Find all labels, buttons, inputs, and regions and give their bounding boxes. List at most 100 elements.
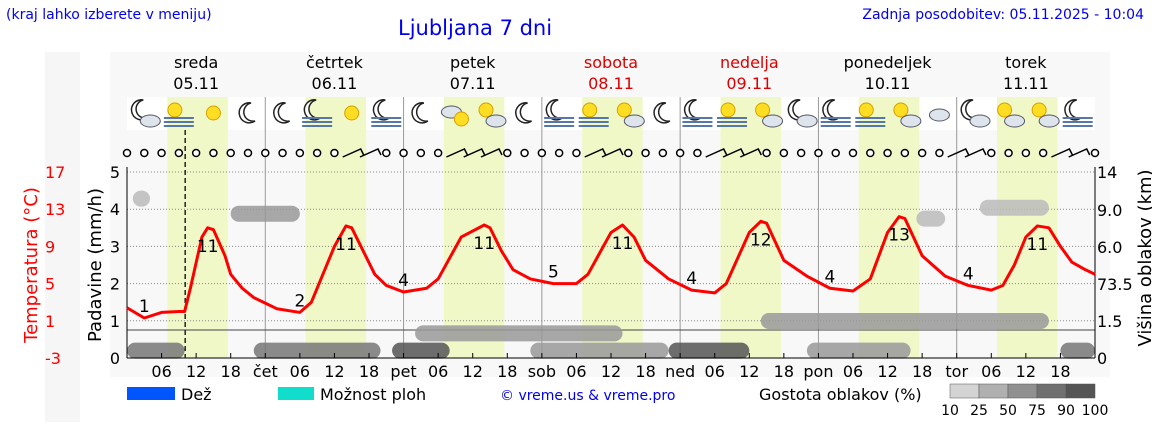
last-updated: Zadnja posodobitev: 05.11.2025 - 10:04 [862, 7, 1144, 23]
legend-showers: Možnost ploh [320, 385, 427, 404]
sun-icon [997, 102, 1013, 118]
cloud-patch [806, 342, 911, 359]
day-name: nedelja [720, 53, 779, 72]
cloud-patch [668, 342, 750, 359]
calm-wind-icon [209, 148, 218, 158]
precip-tick: 3 [110, 237, 120, 256]
wind-barb-icon [342, 148, 365, 158]
cloud-height-tick: 14 [1097, 163, 1117, 182]
wind-barb-icon [359, 148, 382, 158]
x-tick-label: 06 [151, 362, 171, 381]
calm-wind-icon [831, 148, 840, 158]
min-temp-label: 1 [139, 297, 150, 317]
min-temp-label: 4 [825, 267, 836, 287]
calm-wind-icon [572, 148, 581, 158]
location-hint[interactable]: (kraj lahko izberete v meniju) [6, 7, 212, 23]
x-tick-label: 12 [877, 362, 897, 381]
x-tick-label: 12 [463, 362, 483, 381]
day-date: 05.11 [173, 74, 219, 93]
moon-icon [515, 102, 533, 124]
sun-icon [858, 102, 874, 118]
x-tick-label: pet [390, 362, 416, 381]
cloud-icon [139, 114, 161, 128]
calm-wind-icon [779, 148, 789, 158]
x-tick-label: 12 [186, 362, 206, 381]
calm-wind-icon [624, 148, 633, 158]
x-tick-label: 06 [290, 362, 310, 381]
calm-wind-icon [1004, 148, 1013, 158]
wind-barb-icon [964, 148, 987, 158]
calm-wind-icon [433, 148, 443, 158]
calm-wind-icon [382, 148, 391, 158]
min-temp-label: 4 [686, 269, 697, 289]
precip-tick: 4 [110, 200, 120, 219]
calm-wind-icon [330, 148, 339, 158]
x-tick-label: 18 [1050, 362, 1070, 381]
wind-barb-icon [480, 148, 503, 158]
x-tick-label: 06 [428, 362, 448, 381]
cloud-patch [230, 205, 300, 222]
calm-wind-icon [416, 148, 426, 158]
wind-barb-icon [584, 148, 607, 158]
calm-wind-icon [900, 148, 910, 158]
day-date: 11.11 [1003, 74, 1049, 93]
wind-barb-icon [739, 148, 762, 158]
moon-icon [238, 102, 256, 124]
calm-wind-icon [122, 148, 132, 158]
min-temp-label: 4 [963, 264, 974, 284]
day-name: petek [450, 53, 496, 72]
density-step-label: 25 [970, 403, 988, 419]
precip-tick: 1 [110, 312, 120, 331]
cloud-axis-label: Višina oblakov (km) [1135, 169, 1152, 346]
cloud-icon [762, 114, 784, 128]
wind-barb-icon [446, 148, 469, 158]
cloud-patch [127, 342, 185, 359]
x-tick-label: 06 [566, 362, 586, 381]
wind-barb-icon [947, 148, 970, 158]
calm-wind-icon [191, 148, 201, 158]
calm-wind-icon [762, 148, 771, 158]
calm-wind-icon [295, 148, 305, 158]
density-swatch [1007, 383, 1038, 399]
day-date: 08.11 [588, 74, 634, 93]
showers-swatch [278, 387, 314, 400]
cloud-patch [979, 199, 1049, 216]
precip-tick: 5 [110, 163, 120, 182]
day-date: 06.11 [312, 74, 358, 93]
calm-wind-icon [1021, 148, 1031, 158]
max-temp-label: 11 [197, 237, 219, 257]
calm-wind-icon [140, 148, 149, 158]
calm-wind-icon [261, 148, 270, 158]
wind-barb-icon [1068, 148, 1091, 158]
min-temp-label: 5 [548, 263, 559, 283]
cloud-height-tick: 6.0 [1097, 238, 1122, 257]
temperature-line [126, 215, 1096, 320]
x-tick-label: sob [528, 362, 556, 381]
day-name: ponedeljek [844, 53, 933, 72]
calm-wind-icon [796, 148, 806, 158]
cloud-patch [760, 313, 1049, 329]
x-tick-label: tor [945, 362, 968, 381]
temp-tick: 1 [45, 312, 55, 331]
credit-link[interactable]: © vreme.us & vreme.pro [500, 388, 676, 404]
density-step-label: 100 [1082, 403, 1109, 419]
cloud-height-tick: 1.5 [1097, 312, 1122, 331]
calm-wind-icon [554, 148, 564, 158]
sun-icon [453, 111, 469, 127]
day-name: četrtek [306, 53, 364, 72]
x-tick-label: 18 [359, 362, 379, 381]
wind-barb-icon [722, 148, 745, 158]
day-date: 07.11 [450, 74, 496, 93]
precip-axis-label: Padavine (mm/h) [85, 188, 106, 342]
daylight-band [167, 97, 228, 358]
density-step-label: 10 [941, 403, 959, 419]
daylight-band [582, 97, 643, 358]
calm-wind-icon [537, 148, 547, 158]
temp-axis-panel [45, 52, 80, 422]
calm-wind-icon [814, 148, 823, 158]
x-tick-label: 12 [1016, 362, 1036, 381]
cloud-icon [1038, 114, 1060, 128]
calm-wind-icon [658, 148, 668, 158]
calm-wind-icon [503, 148, 512, 158]
